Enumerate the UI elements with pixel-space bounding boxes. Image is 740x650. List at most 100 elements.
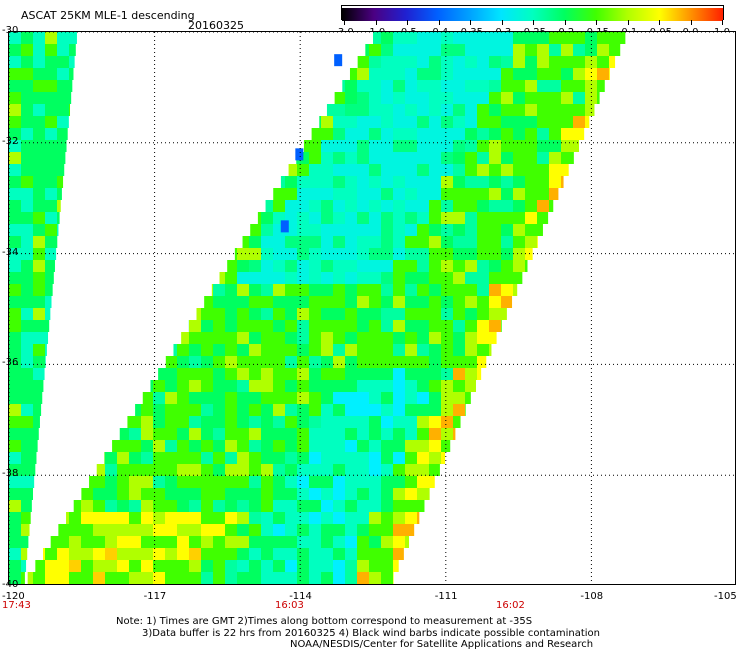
data-cell xyxy=(357,380,369,392)
data-cell xyxy=(573,92,585,104)
data-cell xyxy=(345,524,357,536)
data-cell xyxy=(261,488,273,500)
data-cell xyxy=(57,80,69,92)
data-cell xyxy=(549,116,561,128)
data-cell xyxy=(417,104,429,116)
data-cell xyxy=(369,200,381,212)
data-cell xyxy=(321,284,333,296)
data-cell xyxy=(321,452,333,464)
data-cell xyxy=(249,236,261,248)
data-cell xyxy=(201,524,213,536)
data-cell xyxy=(477,260,489,272)
data-cell xyxy=(237,416,249,428)
data-cell xyxy=(21,92,33,104)
data-cell xyxy=(345,404,357,416)
data-cell xyxy=(357,440,369,452)
data-cell xyxy=(261,416,273,428)
data-cell xyxy=(285,320,297,332)
data-cell xyxy=(261,536,273,548)
data-cell xyxy=(189,428,201,440)
data-cell xyxy=(501,92,513,104)
data-cell xyxy=(285,536,297,548)
data-cell xyxy=(453,248,465,260)
data-cell xyxy=(237,260,249,272)
data-cell xyxy=(417,428,429,440)
colorbar-tick xyxy=(722,20,723,25)
data-cell xyxy=(9,416,21,428)
data-cell xyxy=(357,536,369,548)
data-cell xyxy=(465,32,477,44)
data-cell xyxy=(141,404,153,416)
data-cell xyxy=(537,104,549,116)
data-cell xyxy=(201,536,213,548)
data-cell xyxy=(297,560,309,572)
data-cell xyxy=(465,320,477,332)
data-cell xyxy=(285,236,297,248)
left-swath xyxy=(9,32,77,584)
data-cell xyxy=(477,56,489,68)
data-cell xyxy=(453,164,465,176)
data-cell xyxy=(21,200,33,212)
data-cell xyxy=(201,344,213,356)
data-cell xyxy=(105,572,117,584)
data-cell xyxy=(477,248,489,260)
data-cell xyxy=(525,212,537,224)
data-cell xyxy=(357,500,369,512)
data-cell xyxy=(249,452,261,464)
data-cell xyxy=(429,164,441,176)
data-cell xyxy=(9,188,21,200)
data-cell xyxy=(513,80,525,92)
data-cell xyxy=(357,464,369,476)
data-cell xyxy=(453,308,465,320)
data-cell xyxy=(225,332,237,344)
lat-label: -30 xyxy=(2,25,19,36)
data-cell xyxy=(501,272,513,284)
data-cell xyxy=(21,104,33,116)
data-cell xyxy=(33,140,45,152)
data-cell xyxy=(237,560,249,572)
data-cell xyxy=(513,68,525,80)
data-cell xyxy=(489,104,501,116)
data-cell xyxy=(417,284,429,296)
data-cell xyxy=(21,320,33,332)
data-cell xyxy=(357,308,369,320)
data-cell xyxy=(57,32,69,44)
data-cell xyxy=(201,380,213,392)
data-cell xyxy=(381,104,393,116)
data-cell xyxy=(453,92,465,104)
data-cell xyxy=(309,380,321,392)
data-cell xyxy=(393,452,405,464)
data-cell xyxy=(549,188,559,200)
data-cell xyxy=(285,380,297,392)
data-cell xyxy=(417,56,429,68)
data-cell xyxy=(117,560,129,572)
data-cell xyxy=(285,272,297,284)
data-cell xyxy=(441,332,453,344)
data-cell xyxy=(381,32,393,44)
data-cell xyxy=(441,272,453,284)
data-cell xyxy=(261,296,273,308)
data-cell xyxy=(381,212,393,224)
data-cell xyxy=(357,404,369,416)
data-cell xyxy=(141,584,153,585)
data-cell xyxy=(93,536,105,548)
data-cell xyxy=(21,80,33,92)
colorbar-tick xyxy=(501,20,503,25)
data-cell xyxy=(369,392,381,404)
data-cell xyxy=(273,464,285,476)
data-cell xyxy=(381,152,393,164)
data-cell xyxy=(369,356,381,368)
data-cell xyxy=(21,248,33,260)
data-cell xyxy=(285,308,297,320)
data-cell xyxy=(57,188,62,200)
data-cell xyxy=(309,524,321,536)
data-cell xyxy=(273,572,285,584)
data-cell xyxy=(345,440,357,452)
data-cell xyxy=(273,536,285,548)
data-cell xyxy=(345,476,357,488)
data-cell xyxy=(9,284,21,296)
data-cell xyxy=(249,392,261,404)
data-cell xyxy=(165,392,177,404)
data-cell xyxy=(405,188,417,200)
colorbar-tick xyxy=(375,20,377,25)
